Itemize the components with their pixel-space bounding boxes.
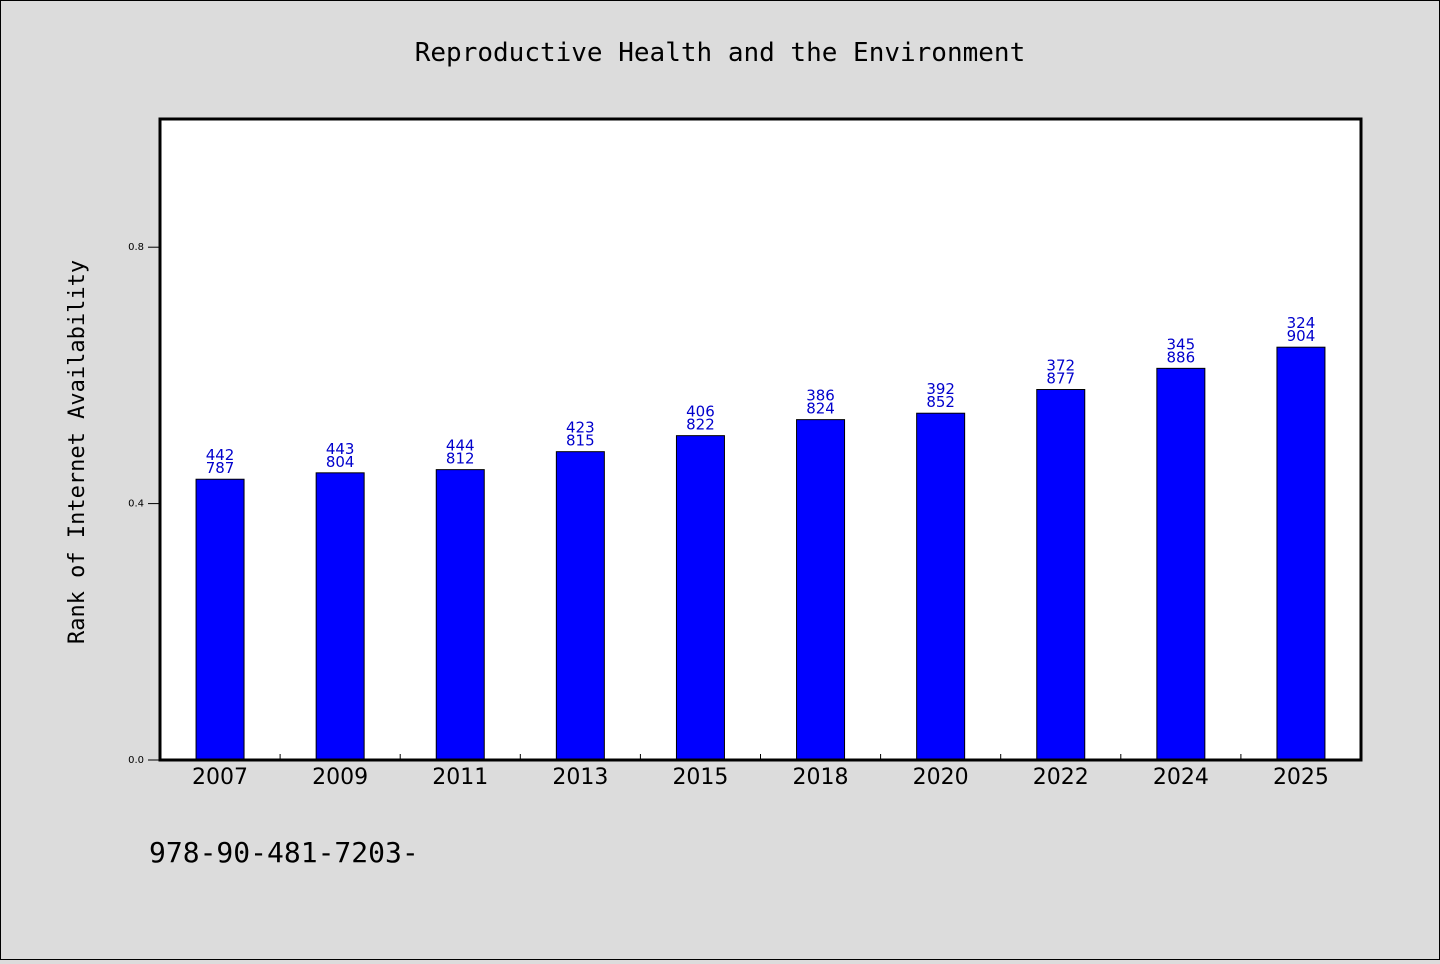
data-label-2018-line2: 824 (806, 400, 835, 418)
bar-2015 (675, 435, 725, 761)
data-label-2020-line1: 392 (926, 380, 955, 398)
data-label-2015-line2: 822 (686, 416, 715, 434)
data-label-2013-line1: 423 (566, 419, 595, 437)
y-tick-label: 0.0 (128, 755, 144, 766)
x-tick-label: 2022 (1033, 765, 1089, 790)
data-label-2022-line2: 877 (1046, 370, 1075, 388)
bar-2009 (315, 472, 365, 761)
x-tick-label: 2024 (1153, 765, 1209, 790)
x-tick-label: 2015 (672, 765, 728, 790)
footer-code: 978-90-481-7203- (149, 836, 419, 869)
x-tick-label: 2020 (913, 765, 969, 790)
data-label-2020-line2: 852 (926, 393, 955, 411)
y-tick-label: 0.8 (128, 242, 144, 253)
data-label-2011-line2: 812 (446, 450, 475, 468)
data-label-2025-line1: 324 (1287, 314, 1316, 332)
bar-2011 (435, 469, 485, 761)
bar-2013 (555, 451, 605, 761)
ticks-layer: 2007 2009 2011 2013 2015 2018 2020 2022 2024 2025… (128, 242, 1329, 790)
data-label-2015-line1: 406 (686, 403, 715, 421)
data-label-2022-line1: 372 (1046, 357, 1075, 375)
y-tick-label: 0.4 (128, 499, 144, 510)
data-label-2025-line2: 904 (1287, 327, 1316, 345)
data-label-2011-line1: 444 (446, 437, 475, 455)
x-tick-label: 2025 (1273, 765, 1329, 790)
data-label-2007-line1: 442 (206, 446, 235, 464)
bar-2007 (195, 478, 245, 761)
bar-2022 (1036, 389, 1086, 761)
bar-2025 (1276, 346, 1326, 761)
x-tick-label: 2007 (192, 765, 248, 790)
chart-title: Reproductive Health and the Environment (415, 38, 1025, 68)
y-axis-label: Rank of Internet Availability (65, 260, 90, 644)
x-tick-label: 2009 (312, 765, 368, 790)
x-tick-label: 2011 (432, 765, 488, 790)
data-label-2009-line1: 443 (326, 440, 355, 458)
x-tick-label: 2018 (793, 765, 849, 790)
data-label-2007-line2: 787 (206, 459, 235, 477)
bar-2018 (796, 419, 846, 761)
bar-2020 (916, 412, 966, 761)
data-label-2009-line2: 804 (326, 453, 355, 471)
data-label-2024-line1: 345 (1167, 335, 1196, 353)
data-label-2013-line2: 815 (566, 432, 595, 450)
data-label-2018-line1: 386 (806, 387, 835, 405)
data-labels-layer: 4427874438044448124238154068223868243928… (206, 314, 1316, 477)
data-label-2024-line2: 886 (1167, 348, 1196, 366)
x-tick-label: 2013 (552, 765, 608, 790)
plot-border (158, 117, 1363, 762)
bars-layer (195, 346, 1326, 761)
bar-2024 (1156, 367, 1206, 761)
